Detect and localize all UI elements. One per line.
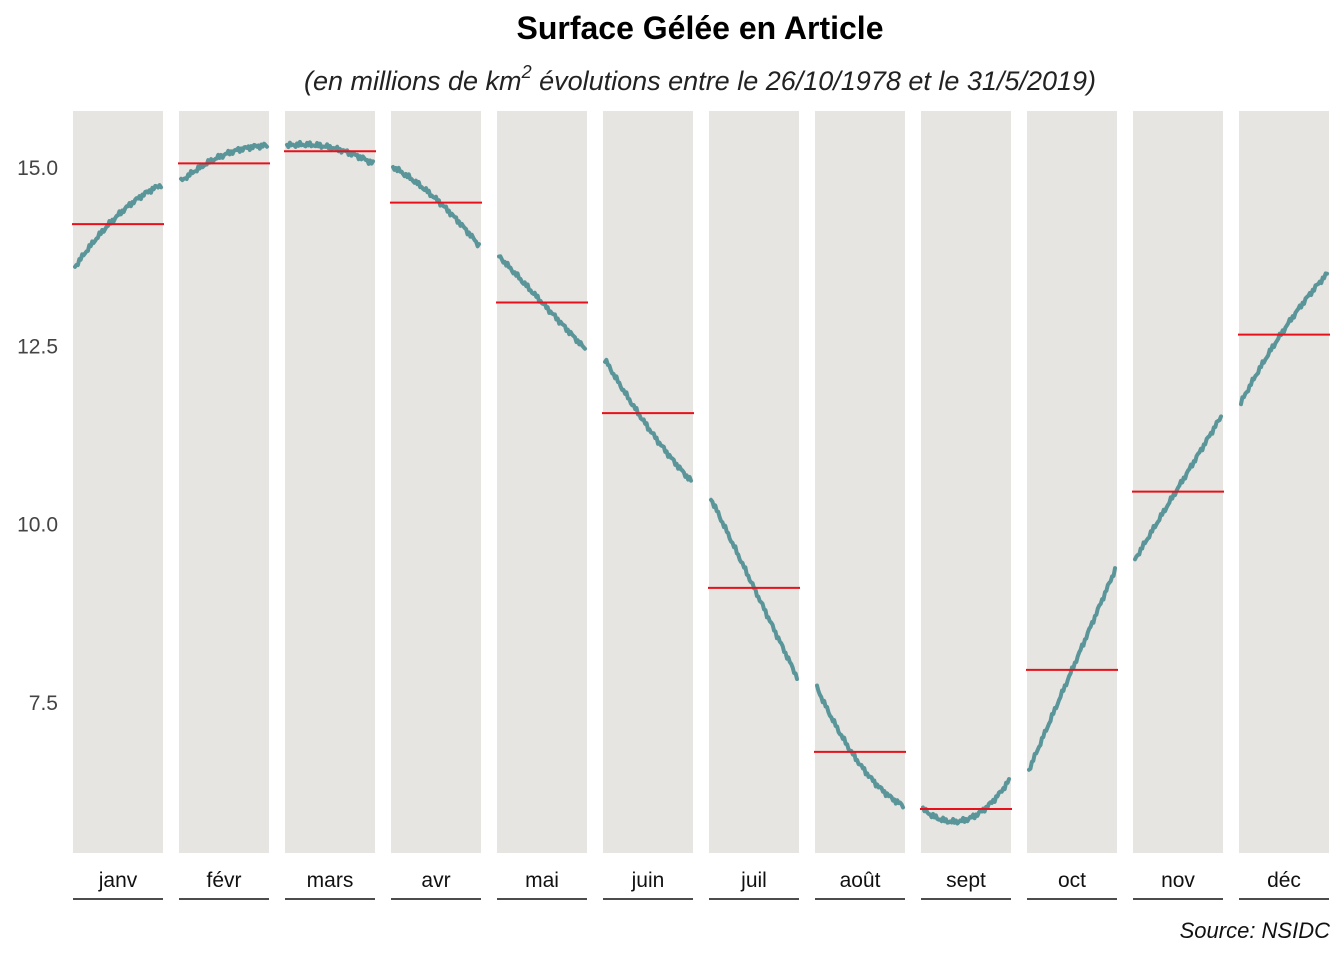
panel-background-mai [497,111,587,853]
facet-label-mai: mai [525,869,559,892]
facet-label-août: août [840,869,881,892]
facet-label-juil: juil [740,869,767,892]
subtitle-superscript: 2 [521,62,532,82]
panel-background-juil [709,111,799,853]
y-tick-label: 10.0 [17,514,58,537]
series-line-sept [921,777,1011,826]
panel-background-avr [391,111,481,853]
source-caption: Source: NSIDC [1179,918,1330,943]
y-tick-label: 15.0 [17,157,58,180]
series-line-déc [1239,271,1329,407]
facet-label-nov: nov [1161,869,1195,892]
panel-background-juin [603,111,693,853]
panel-background-mars [285,111,375,853]
series-line-avr [391,165,481,249]
chart-subtitle: (en millions de km2 évolutions entre le … [0,62,1344,97]
facet-label-avr: avr [421,869,450,892]
facet-label-janv: janv [98,869,138,892]
panel-background-nov [1133,111,1223,853]
panel-background-févr [179,111,269,853]
series-line-janv [73,183,163,269]
y-tick-label: 7.5 [29,692,58,715]
panel-background-déc [1239,111,1329,853]
panel-background-janv [73,111,163,853]
series-line-juin [603,357,693,483]
facet-label-févr: févr [206,869,241,892]
series-line-oct [1027,566,1117,772]
series-line-nov [1133,414,1223,562]
facet-label-déc: déc [1267,869,1301,892]
facet-label-oct: oct [1058,869,1086,892]
facet-label-sept: sept [946,869,986,892]
subtitle-suffix: évolutions entre le 26/10/1978 et le 31/… [531,66,1096,96]
y-tick-label: 12.5 [17,335,58,358]
panel-background-août [815,111,905,853]
chart-title: Surface Gélée en Article [516,10,884,46]
facet-label-juin: juin [631,869,665,892]
panel-background-sept [921,111,1011,853]
panel-background-oct [1027,111,1117,853]
series-line-févr [179,141,269,183]
subtitle-prefix: (en millions de km [303,66,522,96]
facet-label-mars: mars [307,869,354,892]
series-line-août [815,683,905,810]
series-line-mars [285,139,375,166]
